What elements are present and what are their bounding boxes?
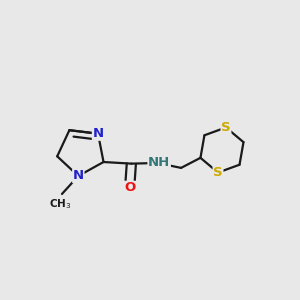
Text: CH$_3$: CH$_3$ — [49, 197, 71, 211]
Text: O: O — [124, 182, 135, 194]
Text: NH: NH — [148, 157, 170, 169]
Text: S: S — [213, 166, 223, 179]
Text: N: N — [73, 169, 84, 182]
Text: N: N — [92, 127, 104, 140]
Text: S: S — [221, 121, 231, 134]
